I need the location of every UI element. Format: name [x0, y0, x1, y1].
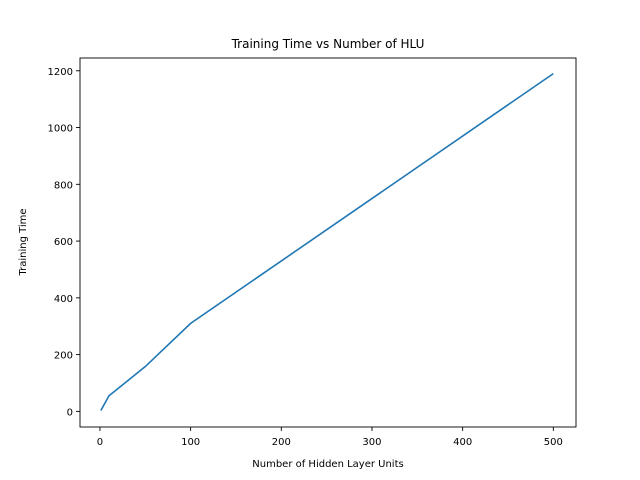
y-axis-label: Training Time [18, 208, 29, 276]
x-tick-label: 500 [544, 437, 563, 448]
x-tick-label: 400 [453, 437, 472, 448]
y-tick-label: 800 [54, 180, 73, 191]
chart-title: Training Time vs Number of HLU [231, 37, 425, 51]
x-tick-label: 0 [97, 437, 103, 448]
x-tick-label: 200 [272, 437, 291, 448]
x-tick-label: 300 [362, 437, 381, 448]
y-axis-ticks: 0 200 400 600 800 1000 1200 [48, 67, 80, 418]
x-axis-ticks: 0 100 200 300 400 500 [97, 427, 563, 448]
x-tick-label: 100 [181, 437, 200, 448]
y-tick-label: 600 [54, 237, 73, 248]
y-tick-label: 200 [54, 351, 73, 362]
y-tick-label: 0 [67, 407, 73, 418]
y-tick-label: 1200 [48, 67, 73, 78]
axes-frame [79, 57, 577, 428]
x-axis-label: Number of Hidden Layer Units [252, 459, 403, 470]
y-tick-label: 1000 [48, 124, 73, 135]
series-line [100, 72, 554, 411]
y-tick-label: 400 [54, 294, 73, 305]
